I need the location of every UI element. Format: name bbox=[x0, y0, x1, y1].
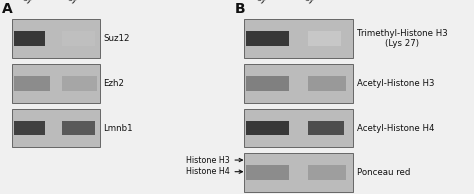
Text: Histone H4: Histone H4 bbox=[186, 167, 230, 176]
Text: Acetyl-Histone H3: Acetyl-Histone H3 bbox=[357, 79, 435, 88]
Bar bbox=[14, 121, 45, 135]
Bar bbox=[14, 76, 50, 91]
Bar bbox=[12, 109, 100, 147]
Bar bbox=[246, 76, 289, 91]
Bar bbox=[308, 121, 344, 135]
Text: A: A bbox=[2, 2, 13, 16]
Bar bbox=[12, 19, 100, 58]
Text: Histone H3: Histone H3 bbox=[186, 156, 230, 165]
Bar bbox=[246, 31, 289, 46]
Text: ShControl: ShControl bbox=[257, 0, 291, 6]
Bar bbox=[246, 165, 289, 180]
Text: Ezh2: Ezh2 bbox=[103, 79, 124, 88]
Text: B: B bbox=[235, 2, 245, 16]
Bar bbox=[308, 76, 346, 91]
Bar bbox=[14, 31, 45, 46]
Text: Trimethyl-Histone H3
(Lys 27): Trimethyl-Histone H3 (Lys 27) bbox=[357, 29, 447, 48]
Text: Suz12: Suz12 bbox=[103, 34, 130, 43]
Bar bbox=[62, 121, 95, 135]
Bar bbox=[246, 121, 289, 135]
Text: ShSuz12: ShSuz12 bbox=[304, 0, 335, 6]
Bar bbox=[244, 64, 353, 103]
Text: Lmnb1: Lmnb1 bbox=[103, 124, 133, 133]
Bar bbox=[12, 64, 100, 103]
Bar bbox=[308, 31, 341, 46]
Bar bbox=[244, 109, 353, 147]
Bar bbox=[62, 31, 95, 46]
Bar bbox=[308, 165, 346, 180]
Text: Acetyl-Histone H4: Acetyl-Histone H4 bbox=[357, 124, 435, 133]
Text: Ponceau red: Ponceau red bbox=[357, 168, 410, 177]
Text: ShSuz12: ShSuz12 bbox=[67, 0, 98, 6]
Bar bbox=[244, 19, 353, 58]
Text: ShControl: ShControl bbox=[22, 0, 56, 6]
Bar bbox=[62, 76, 97, 91]
Bar bbox=[244, 153, 353, 192]
